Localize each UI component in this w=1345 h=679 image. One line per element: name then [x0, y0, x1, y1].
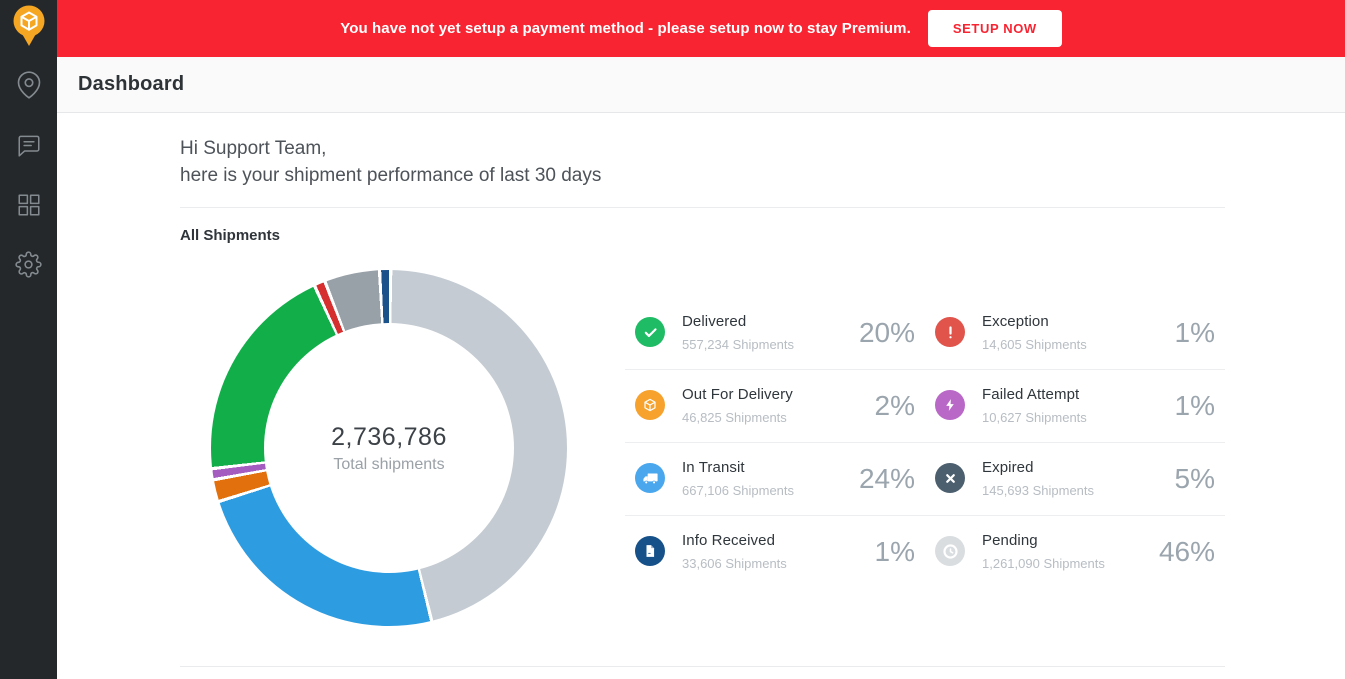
status-count: 46,825 Shipments: [682, 410, 787, 425]
aftership-box-pin-icon: [12, 5, 46, 52]
status-percent: 1%: [874, 535, 915, 567]
grid-icon: [16, 192, 42, 223]
document-icon: [635, 536, 665, 566]
status-percent: 1%: [1174, 316, 1215, 348]
section-title-all-shipments: All Shipments: [180, 227, 281, 244]
legend-entry-in-transit: In Transit 667,106 Shipments 24%: [625, 459, 925, 498]
check-icon: [635, 317, 665, 347]
donut-center: 2,736,786 Total shipments: [264, 323, 514, 573]
status-percent: 5%: [1174, 462, 1215, 494]
status-count: 145,693 Shipments: [982, 483, 1095, 498]
legend-entry-failed-attempt: Failed Attempt 10,627 Shipments 1%: [925, 386, 1225, 425]
legend-entry-exception: Exception 14,605 Shipments 1%: [925, 313, 1225, 352]
legend-row: In Transit 667,106 Shipments 24% Expired…: [625, 443, 1225, 516]
status-count: 1,261,090 Shipments: [982, 556, 1105, 571]
dashboard-content: Hi Support Team, here is your shipment p…: [57, 114, 1345, 679]
sidebar-item-apps[interactable]: [0, 177, 57, 237]
status-percent: 1%: [1174, 389, 1215, 421]
chat-icon: [16, 132, 42, 163]
setup-now-button[interactable]: SETUP NOW: [927, 10, 1062, 47]
divider: [180, 207, 1225, 208]
status-label: In Transit: [682, 459, 745, 476]
legend-entry-info-received: Info Received 33,606 Shipments 1%: [625, 532, 925, 571]
legend-entry-out-for-delivery: Out For Delivery 46,825 Shipments 2%: [625, 386, 925, 425]
status-count: 557,234 Shipments: [682, 337, 795, 352]
status-count: 10,627 Shipments: [982, 410, 1087, 425]
truck-icon: [635, 463, 665, 493]
status-label: Expired: [982, 459, 1034, 476]
status-legend: Delivered 557,234 Shipments 20% Exceptio…: [625, 297, 1225, 626]
payment-warning-banner: You have not yet setup a payment method …: [57, 0, 1345, 57]
map-pin-icon: [15, 70, 43, 104]
bolt-icon: [935, 390, 965, 420]
status-label: Delivered: [682, 313, 747, 330]
greeting-line1: Hi Support Team,: [180, 138, 327, 159]
legend-row: Delivered 557,234 Shipments 20% Exceptio…: [625, 297, 1225, 370]
total-shipments-value: 2,736,786: [331, 422, 447, 451]
clock-icon: [935, 536, 965, 566]
greeting: Hi Support Team, here is your shipment p…: [180, 135, 1225, 189]
status-count: 667,106 Shipments: [682, 483, 795, 498]
status-label: Out For Delivery: [682, 386, 793, 403]
status-percent: 20%: [858, 316, 915, 348]
status-label: Info Received: [682, 532, 776, 549]
donut-chart-wrap: 2,736,786 Total shipments: [211, 270, 567, 626]
legend-entry-expired: Expired 145,693 Shipments 5%: [925, 459, 1225, 498]
exclamation-icon: [935, 317, 965, 347]
shipments-overview: 2,736,786 Total shipments Delivered 557,…: [180, 270, 1225, 626]
sidebar-item-settings[interactable]: [0, 237, 57, 297]
cross-icon: [935, 463, 965, 493]
status-label: Pending: [982, 532, 1038, 549]
status-percent: 46%: [1158, 535, 1215, 567]
legend-entry-pending: Pending 1,261,090 Shipments 46%: [925, 532, 1225, 571]
gear-icon: [15, 251, 42, 283]
status-percent: 2%: [874, 389, 915, 421]
sidebar: [0, 0, 57, 679]
legend-entry-delivered: Delivered 557,234 Shipments 20%: [625, 313, 925, 352]
sidebar-item-tracking[interactable]: [0, 57, 57, 117]
sidebar-item-messages[interactable]: [0, 117, 57, 177]
legend-row: Info Received 33,606 Shipments 1% Pendin…: [625, 516, 1225, 588]
status-count: 33,606 Shipments: [682, 556, 787, 571]
divider: [180, 666, 1225, 667]
status-count: 14,605 Shipments: [982, 337, 1087, 352]
banner-message: You have not yet setup a payment method …: [340, 20, 911, 37]
status-label: Exception: [982, 313, 1049, 330]
greeting-line2: here is your shipment performance of las…: [180, 165, 602, 186]
legend-row: Out For Delivery 46,825 Shipments 2% Fai…: [625, 370, 1225, 443]
page-header: Dashboard: [57, 57, 1345, 113]
cube-icon: [635, 390, 665, 420]
app-logo[interactable]: [0, 0, 57, 57]
page-title: Dashboard: [78, 73, 185, 95]
total-shipments-label: Total shipments: [333, 455, 445, 473]
status-percent: 24%: [858, 462, 915, 494]
status-label: Failed Attempt: [982, 386, 1080, 403]
